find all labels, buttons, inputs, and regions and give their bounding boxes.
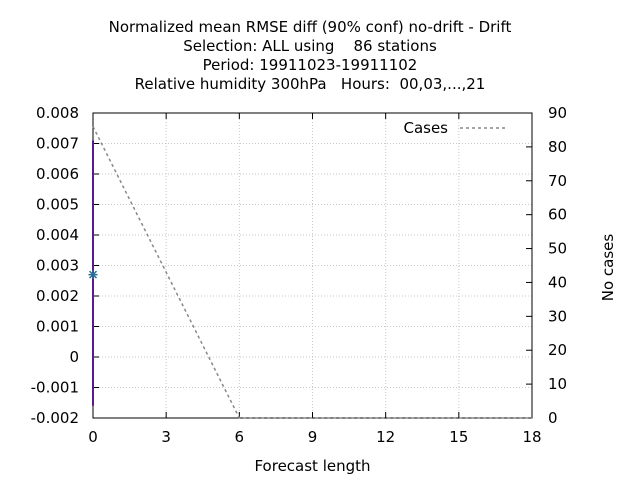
y-tick-label: 0.004 <box>36 226 79 244</box>
y-tick-label: 0.005 <box>36 196 79 214</box>
y2-tick-label: 70 <box>548 172 567 190</box>
x-tick-label: 18 <box>522 428 541 446</box>
x-tick-label: 12 <box>376 428 395 446</box>
y-tick-label: -0.002 <box>31 409 79 427</box>
chart-title-line: Relative humidity 300hPa Hours: 00,03,..… <box>135 75 486 93</box>
chart-title-line: Normalized mean RMSE diff (90% conf) no-… <box>109 18 512 36</box>
x-axis: 0 3 6 9 12 15 18 <box>88 113 542 446</box>
y2-axis: 0 10 20 30 40 50 60 70 80 90 <box>526 104 567 427</box>
y-tick-label: 0 <box>69 348 79 366</box>
y2-tick-label: 0 <box>548 409 558 427</box>
y2-tick-label: 40 <box>548 273 567 291</box>
y-axis: -0.002 -0.001 0 0.001 0.002 0.003 0.004 0.005 0.… <box>31 104 99 427</box>
x-axis-label: Forecast length <box>254 457 370 475</box>
series-layer <box>92 126 532 419</box>
y-tick-label: 0.007 <box>36 135 79 153</box>
legend: Cases <box>403 119 506 137</box>
y2-tick-label: 50 <box>548 240 567 258</box>
y2-tick-label: 90 <box>548 104 567 122</box>
chart-title-line: Selection: ALL using 86 stations <box>183 37 437 55</box>
y-tick-label: 0.008 <box>36 104 79 122</box>
grid <box>93 113 532 418</box>
y-tick-label: 0.002 <box>36 287 79 305</box>
y-tick-label: 0.003 <box>36 257 79 275</box>
y2-axis-label: No cases <box>599 234 617 302</box>
y2-tick-label: 30 <box>548 307 567 325</box>
chart-title-line: Period: 19911023-19911102 <box>203 56 418 74</box>
x-tick-label: 9 <box>308 428 318 446</box>
x-tick-label: 15 <box>449 428 468 446</box>
y2-tick-label: 60 <box>548 206 567 224</box>
y2-tick-label: 20 <box>548 341 567 359</box>
x-tick-label: 6 <box>235 428 245 446</box>
y2-tick-label: 10 <box>548 375 567 393</box>
y-tick-label: 0.006 <box>36 165 79 183</box>
mean-diff-point <box>88 270 98 280</box>
y-tick-label: 0.001 <box>36 318 79 336</box>
diff-layer <box>88 140 98 406</box>
y2-tick-label: 80 <box>548 138 567 156</box>
y-tick-label: -0.001 <box>31 379 79 397</box>
x-tick-label: 3 <box>161 428 171 446</box>
legend-label: Cases <box>403 119 448 137</box>
series-line-cases <box>92 126 532 419</box>
chart-title: Normalized mean RMSE diff (90% conf) no-… <box>109 18 512 93</box>
x-tick-label: 0 <box>88 428 98 446</box>
